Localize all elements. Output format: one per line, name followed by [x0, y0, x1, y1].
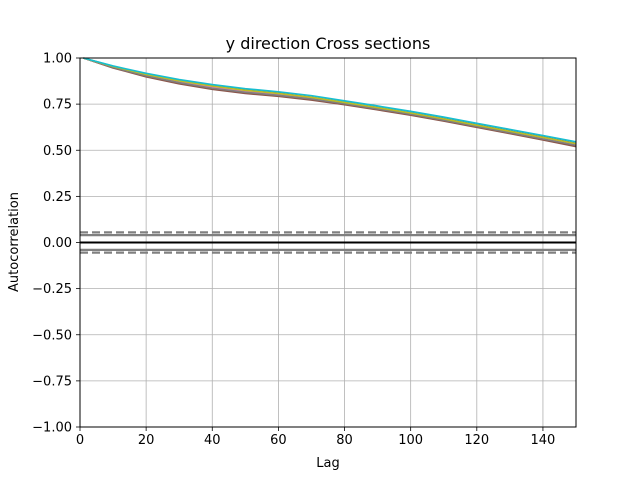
chart-title: y direction Cross sections [226, 34, 431, 53]
y-tick-label: −1.00 [32, 421, 72, 436]
y-tick-label: 0.25 [43, 190, 72, 205]
series-layer [83, 57, 577, 148]
tick-layer: 0 20 40 60 80 100 120 140 −1.00 −0.75 −0.50 −0.25 0.… [32, 52, 555, 449]
x-axis-label: Lag [316, 456, 339, 471]
series-line-9 [83, 57, 577, 145]
x-tick-label: 20 [138, 433, 155, 448]
x-tick-label: 40 [204, 433, 221, 448]
y-tick-label: −0.50 [32, 328, 72, 343]
y-axis-label: Autocorrelation [7, 192, 22, 292]
y-tick-label: −0.25 [32, 282, 72, 297]
y-tick-label: 0.00 [43, 236, 72, 251]
x-tick-label: 60 [270, 433, 287, 448]
y-tick-label: 1.00 [43, 52, 72, 67]
series-line-6 [83, 57, 577, 148]
x-tick-label: 120 [464, 433, 489, 448]
reference-lines [80, 231, 576, 254]
x-tick-label: 80 [336, 433, 353, 448]
x-tick-label: 0 [76, 433, 84, 448]
y-tick-label: 0.75 [43, 98, 72, 113]
series-line-10 [83, 57, 577, 143]
series-line-8 [83, 57, 577, 147]
y-tick-label: −0.75 [32, 374, 72, 389]
y-tick-label: 0.50 [43, 144, 72, 159]
x-tick-label: 140 [531, 433, 556, 448]
x-tick-label: 100 [398, 433, 423, 448]
